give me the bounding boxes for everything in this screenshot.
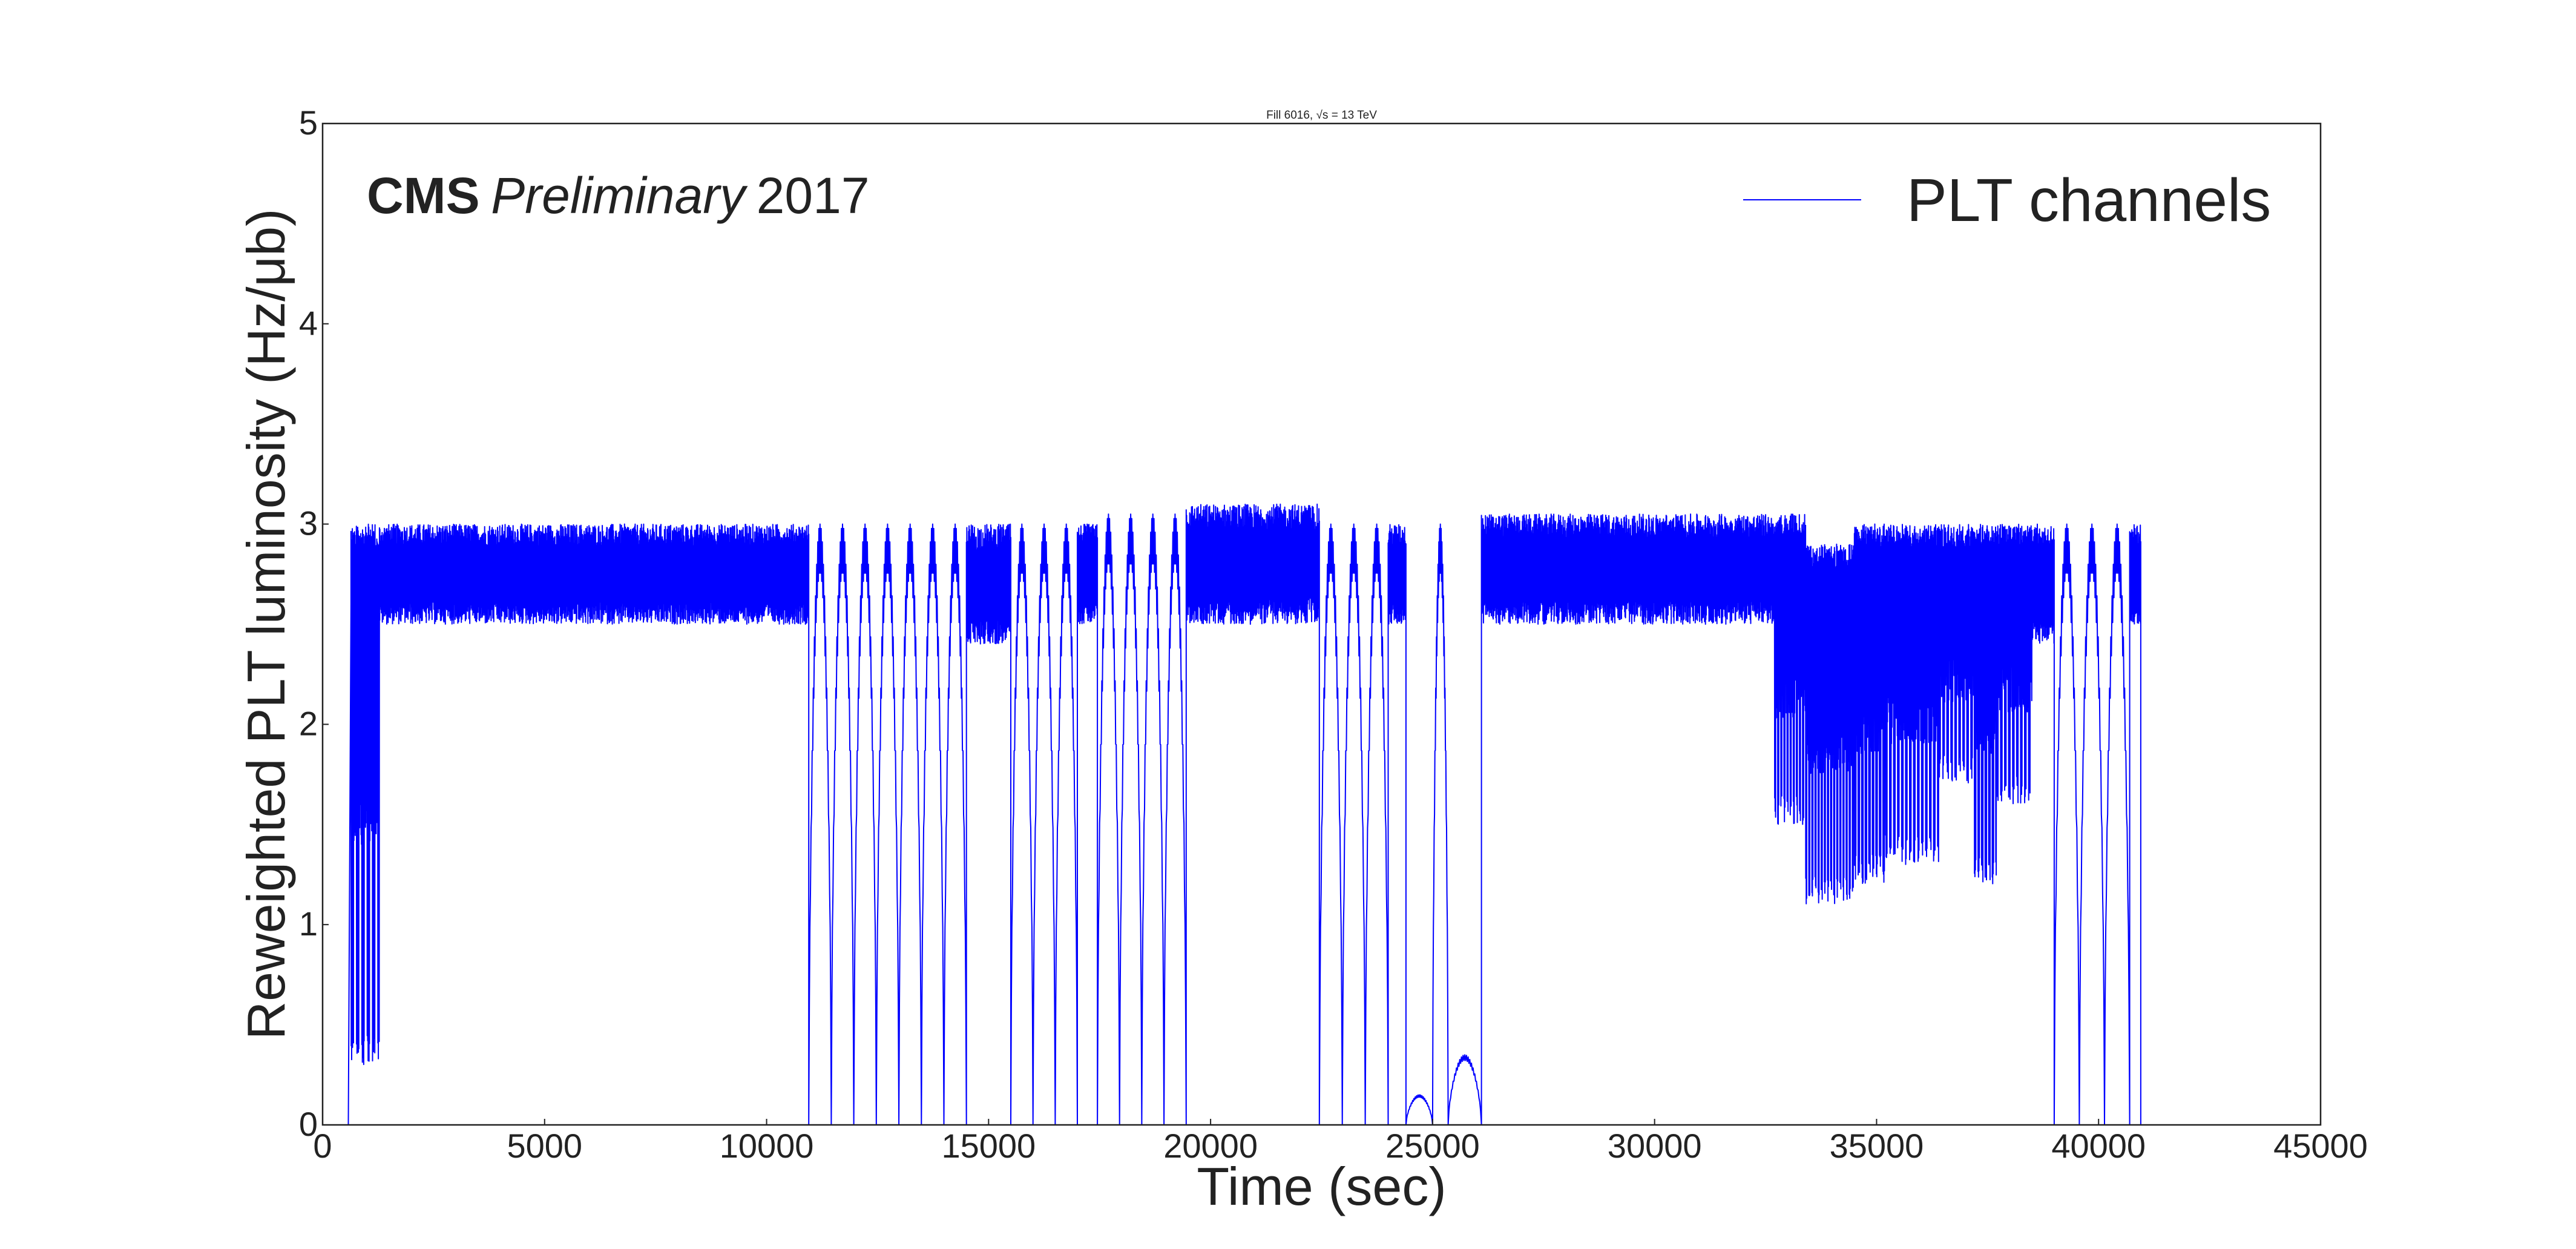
x-tick-label: 5000	[507, 1127, 582, 1165]
legend: PLT channels	[1743, 166, 2271, 234]
experiment-status: Preliminary	[491, 167, 748, 224]
x-axis-ticks: 0 5000 10000 15000 20000 25000 30000 35000 40000…	[313, 1119, 2368, 1165]
y-axis-label: Reweighted PLT luminosity (Hz/μb)	[236, 209, 296, 1040]
y-tick-label: 5	[299, 104, 318, 142]
legend-entry-plt-channels: PLT channels	[1907, 166, 2271, 234]
x-tick-label: 35000	[1830, 1127, 1924, 1165]
y-tick-label: 2	[299, 704, 318, 742]
x-tick-label: 10000	[720, 1127, 814, 1165]
y-tick-label: 0	[299, 1105, 318, 1143]
x-axis-label: Time (sec)	[1197, 1156, 1446, 1216]
y-tick-label: 3	[299, 504, 318, 542]
plot-frame	[321, 122, 2322, 1126]
svg-text:CMS Preliminary 20: CMS Preliminary 2017	[367, 167, 870, 224]
plot-area	[321, 122, 2322, 1126]
x-tick-label: 45000	[2273, 1127, 2368, 1165]
x-tick-label: 0	[313, 1127, 332, 1165]
y-tick-label: 4	[299, 304, 318, 342]
y-tick-label: 1	[299, 905, 318, 943]
experiment-year: 2017	[757, 167, 870, 224]
x-tick-label: 30000	[1608, 1127, 1702, 1165]
experiment-label: CMS Preliminary 2017	[367, 167, 870, 224]
series-layer	[323, 503, 2157, 1125]
x-tick-label: 25000	[1385, 1127, 1480, 1165]
series-line-plt-channels	[323, 503, 2157, 1125]
x-tick-label: 20000	[1163, 1127, 1258, 1165]
x-tick-label: 15000	[941, 1127, 1036, 1165]
x-tick-label: 40000	[2051, 1127, 2146, 1165]
experiment-name: CMS	[367, 167, 480, 224]
chart-title: Fill 6016, √s = 13 TeV	[1266, 109, 1377, 122]
y-axis-ticks: 0 1 2 3 4 5	[299, 104, 329, 1143]
